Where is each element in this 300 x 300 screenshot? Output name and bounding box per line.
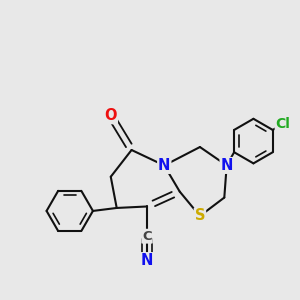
Text: S: S bbox=[195, 208, 205, 224]
Text: N: N bbox=[141, 253, 153, 268]
Text: N: N bbox=[220, 158, 233, 173]
Text: N: N bbox=[158, 158, 170, 173]
Text: O: O bbox=[104, 108, 117, 123]
Text: C: C bbox=[142, 230, 152, 243]
Text: Cl: Cl bbox=[276, 117, 290, 131]
